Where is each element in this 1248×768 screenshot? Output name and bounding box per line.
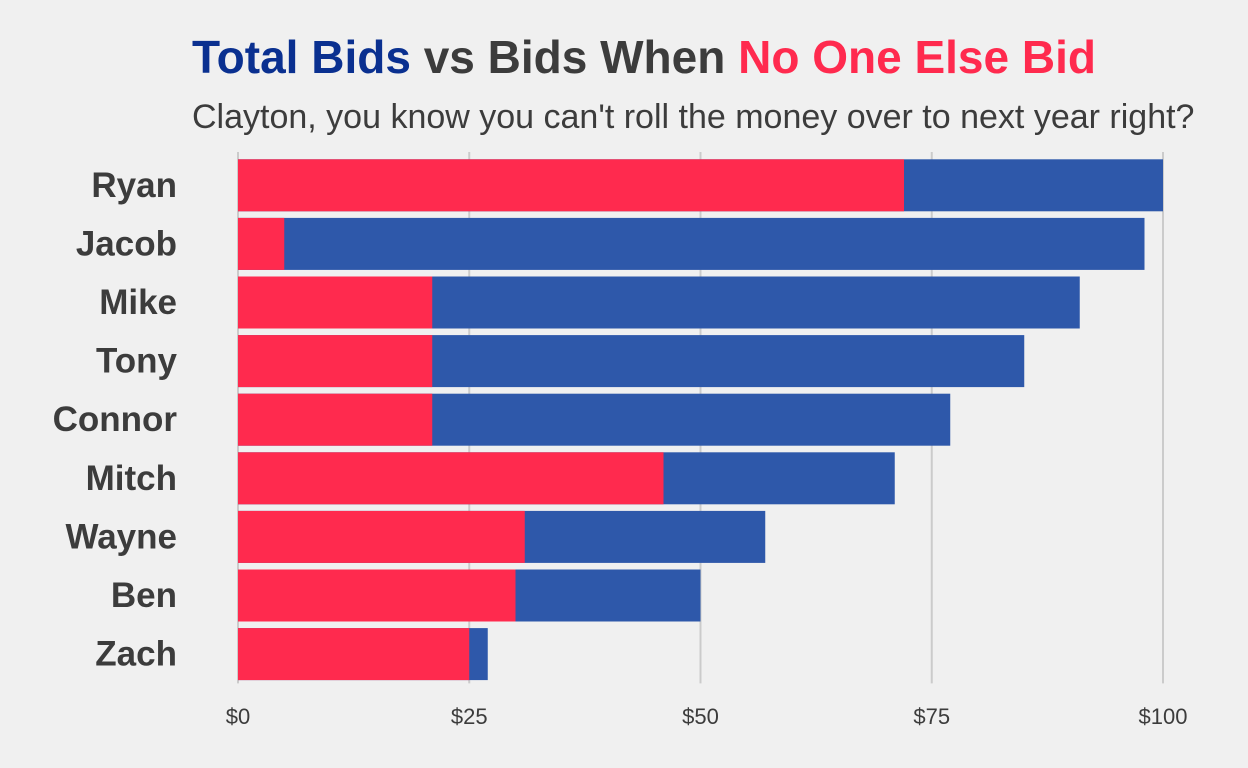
chart-title-part-1: vs Bids When — [410, 31, 739, 83]
bar-no_one_else-ryan — [238, 159, 904, 212]
x-tick-label-4: $100 — [1139, 704, 1188, 729]
x-tick-label-0: $0 — [226, 704, 250, 729]
category-label-ryan: Ryan — [91, 166, 177, 205]
category-label-wayne: Wayne — [65, 517, 177, 556]
category-label-ben: Ben — [111, 576, 177, 615]
bar-no_one_else-tony — [238, 335, 433, 388]
x-tick-label-1: $25 — [451, 704, 488, 729]
chart-title-part-0: Total Bids — [192, 31, 411, 83]
bar-no_one_else-mike — [238, 276, 433, 329]
bar-no_one_else-wayne — [238, 510, 525, 563]
category-label-connor: Connor — [53, 400, 178, 439]
category-label-jacob: Jacob — [76, 224, 177, 263]
category-label-mike: Mike — [99, 283, 177, 322]
chart-subtitle: Clayton, you know you can't roll the mon… — [192, 98, 1195, 136]
bar-no_one_else-mitch — [238, 452, 664, 505]
bar-no_one_else-ben — [238, 569, 516, 622]
chart-title: Total Bids vs Bids When No One Else Bid — [192, 30, 1096, 85]
bars — [238, 159, 1163, 681]
bar-no_one_else-zach — [238, 628, 470, 681]
x-axis-ticks: $0 $25 $50 $75 $100 — [226, 704, 1188, 729]
category-label-zach: Zach — [95, 635, 177, 674]
bar-no_one_else-jacob — [238, 217, 285, 270]
x-tick-label-2: $50 — [682, 704, 719, 729]
category-label-mitch: Mitch — [86, 459, 177, 498]
bar-no_one_else-connor — [238, 393, 433, 446]
category-label-tony: Tony — [96, 342, 178, 381]
chart-title-part-2: No One Else Bid — [738, 31, 1096, 83]
category-labels: Ryan Jacob Mike Tony Connor Mitch Wayne Ben Zach — [53, 166, 178, 674]
x-tick-label-3: $75 — [913, 704, 950, 729]
bar-total-jacob — [238, 217, 1145, 270]
